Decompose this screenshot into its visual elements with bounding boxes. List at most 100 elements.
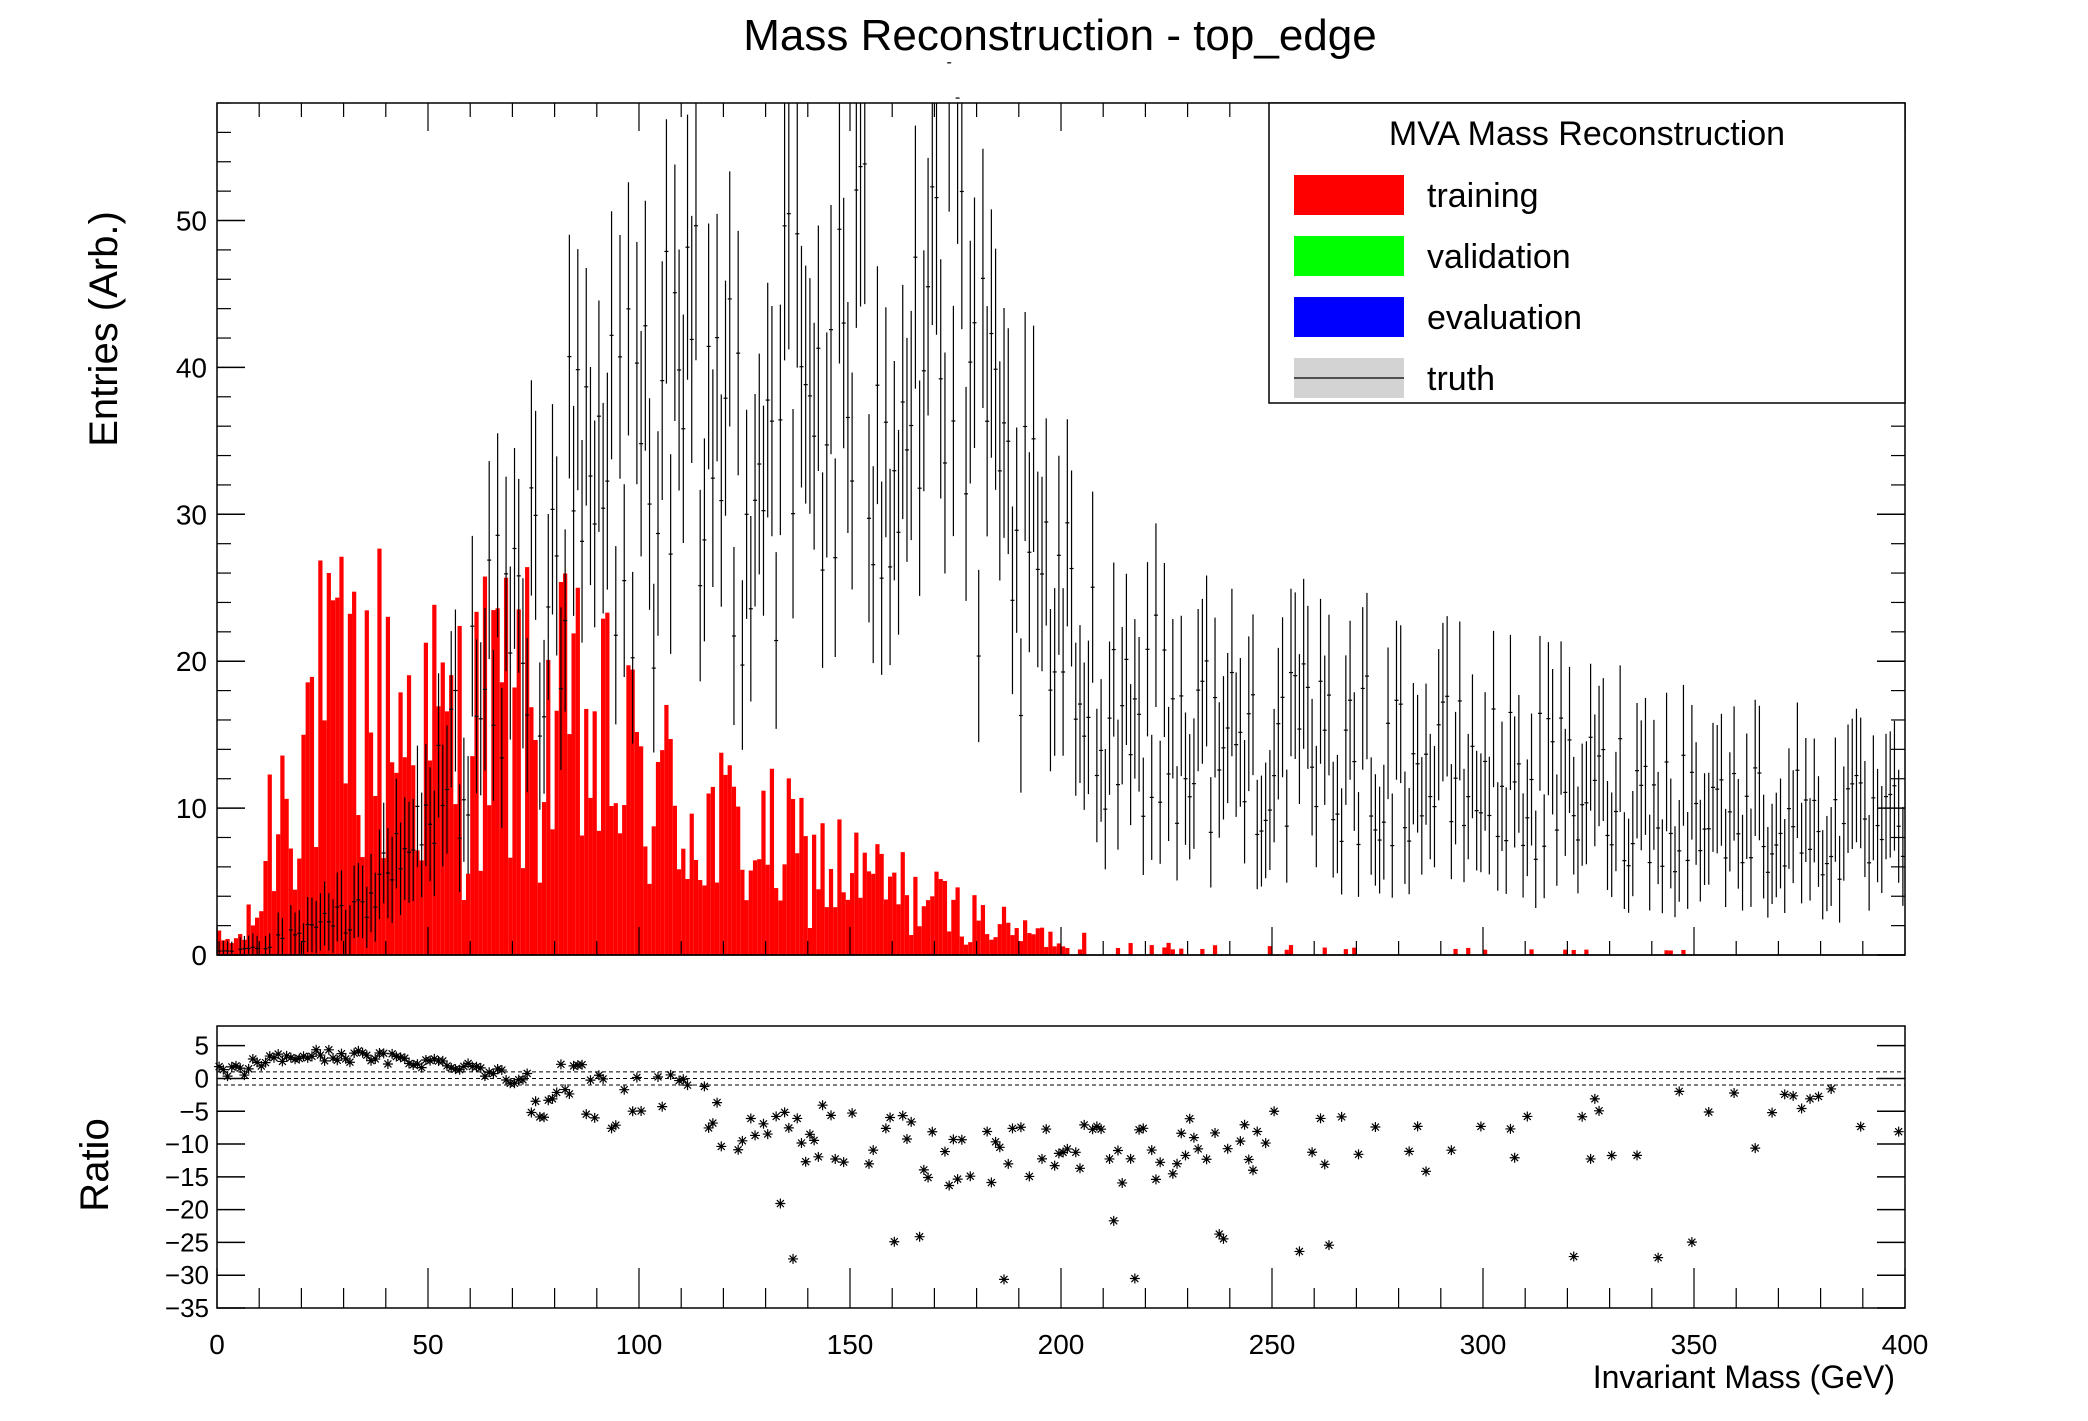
ratio-y-tick-label: −5 xyxy=(179,1096,209,1126)
ratio-y-tick-label: −20 xyxy=(165,1195,209,1225)
training-bar xyxy=(660,750,665,955)
ratio-point xyxy=(1353,1149,1364,1160)
training-bar xyxy=(436,706,441,955)
training-bar xyxy=(575,587,580,955)
ratio-point xyxy=(526,1107,537,1118)
training-bar xyxy=(930,896,935,955)
ratio-point xyxy=(302,1052,313,1063)
ratio-point xyxy=(1813,1091,1824,1102)
training-bar xyxy=(1200,948,1205,955)
x-tick-label: 0 xyxy=(209,1329,225,1360)
training-bar xyxy=(541,802,547,955)
training-bar xyxy=(820,823,825,955)
ratio-point xyxy=(323,1044,334,1055)
training-bar xyxy=(875,844,880,955)
training-bar xyxy=(432,604,437,955)
training-bar xyxy=(862,852,867,955)
ratio-point xyxy=(745,1113,756,1124)
ratio-point xyxy=(1412,1121,1423,1132)
ratio-point xyxy=(484,1067,495,1078)
training-bar xyxy=(934,871,939,955)
training-bar xyxy=(465,873,471,955)
ratio-point xyxy=(901,1133,912,1144)
training-bar xyxy=(563,573,568,955)
training-bar xyxy=(1061,946,1066,955)
ratio-x-axis: 0 50 100 150 200 250 300 350 400 xyxy=(209,1268,1928,1360)
ratio-point xyxy=(1091,1121,1102,1132)
training-bar xyxy=(267,774,272,955)
legend-label-evaluation: evaluation xyxy=(1427,299,1582,337)
training-bar xyxy=(925,900,931,955)
training-bar xyxy=(453,804,458,955)
ratio-point xyxy=(737,1135,748,1146)
training-bar xyxy=(1284,949,1289,955)
training-bar xyxy=(841,892,846,955)
ratio-point xyxy=(256,1061,267,1072)
x-tick-label: 200 xyxy=(1038,1329,1085,1360)
ratio-point xyxy=(1307,1147,1318,1158)
ratio-point xyxy=(771,1111,782,1122)
training-bar xyxy=(364,610,369,955)
x-tick-label: 300 xyxy=(1460,1329,1507,1360)
ratio-point xyxy=(619,1084,630,1095)
legend-label-truth: truth xyxy=(1427,360,1495,398)
training-bar xyxy=(1571,949,1576,955)
ratio-point xyxy=(1632,1150,1643,1161)
legend-label-validation: validation xyxy=(1427,238,1571,276)
training-bar xyxy=(757,859,762,955)
ratio-point xyxy=(885,1112,896,1123)
ratio-point xyxy=(328,1053,339,1064)
training-bar xyxy=(605,612,610,955)
ratio-point xyxy=(1222,1143,1233,1154)
training-bar xyxy=(985,934,990,955)
ratio-point xyxy=(395,1052,406,1063)
ratio-point xyxy=(429,1053,440,1064)
training-bar xyxy=(761,790,766,955)
training-bar xyxy=(280,755,285,955)
training-bar xyxy=(727,765,732,955)
training-bar xyxy=(1149,945,1154,955)
ratio-point xyxy=(1674,1086,1685,1097)
ratio-point xyxy=(1788,1090,1799,1101)
training-bar xyxy=(689,813,694,955)
ratio-point xyxy=(775,1198,786,1209)
ratio-point xyxy=(598,1073,609,1084)
training-bar xyxy=(1048,931,1053,955)
ratio-point xyxy=(252,1057,263,1068)
ratio-point xyxy=(517,1074,528,1085)
training-bar xyxy=(828,868,834,955)
ratio-point xyxy=(475,1062,486,1073)
ratio-point xyxy=(792,1113,803,1124)
ratio-point xyxy=(239,1070,250,1081)
training-bar xyxy=(1128,943,1133,955)
training-bar xyxy=(904,895,910,955)
ratio-point xyxy=(357,1047,368,1058)
ratio-y-tick-label: 5 xyxy=(195,1031,209,1061)
training-bar xyxy=(740,869,745,955)
training-bar xyxy=(478,870,483,955)
ratio-point xyxy=(1336,1111,1347,1122)
ratio-point xyxy=(551,1087,562,1098)
training-bar xyxy=(271,891,277,955)
training-bar xyxy=(681,848,686,955)
ratio-point xyxy=(1370,1122,1381,1133)
ratio-point xyxy=(1096,1124,1107,1135)
ratio-point xyxy=(1104,1153,1115,1164)
ratio-point xyxy=(1606,1150,1617,1161)
training-bar xyxy=(955,887,960,955)
ratio-point xyxy=(868,1145,879,1156)
training-bar xyxy=(1035,928,1040,955)
ratio-point xyxy=(750,1130,761,1141)
training-bar xyxy=(643,846,648,955)
ratio-point xyxy=(260,1057,271,1068)
ratio-y-tick-label: −15 xyxy=(165,1162,209,1192)
ratio-point xyxy=(631,1072,642,1083)
training-bar xyxy=(909,935,914,955)
training-bar xyxy=(1044,946,1049,955)
legend-title: MVA Mass Reconstruction xyxy=(1389,115,1785,153)
ratio-point xyxy=(880,1123,891,1134)
ratio-point xyxy=(1475,1121,1486,1132)
training-bar xyxy=(997,924,1002,955)
training-bar xyxy=(1023,920,1028,955)
ratio-point xyxy=(1421,1166,1432,1177)
